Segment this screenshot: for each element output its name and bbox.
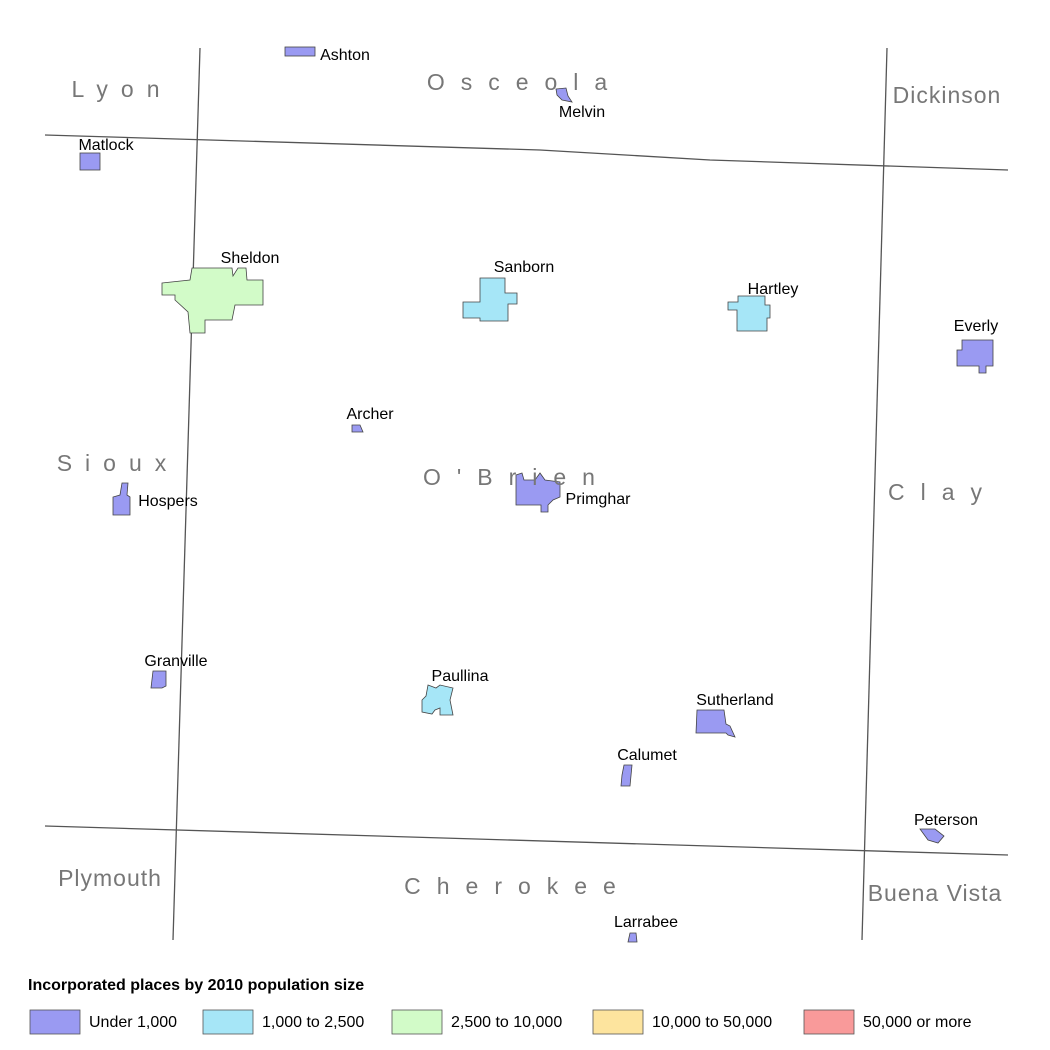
- county-label: Osceola: [427, 69, 623, 95]
- town-shape: [515, 472, 561, 513]
- border: [861, 47, 888, 941]
- border: [172, 47, 201, 941]
- town-shape: [555, 87, 573, 103]
- town-shape: [627, 932, 638, 943]
- place-label: Granville: [144, 653, 207, 670]
- county-label: Sioux: [57, 450, 180, 476]
- legend-label: Under 1,000: [89, 1014, 177, 1031]
- county-label: O'Brien: [423, 464, 611, 490]
- town-shape: [150, 670, 167, 689]
- county-label: Clay: [888, 479, 998, 505]
- county-label: Dickinson: [893, 82, 1002, 108]
- border: [44, 825, 1009, 856]
- town-shape: [919, 828, 945, 844]
- place-label: Calumet: [617, 747, 677, 764]
- town-shape: [284, 46, 316, 57]
- town-shape: [351, 424, 364, 433]
- legend-label: 50,000 or more: [863, 1014, 972, 1031]
- place-label: Everly: [954, 318, 998, 335]
- town-shape: [421, 684, 454, 716]
- place-label: Hospers: [138, 493, 198, 510]
- town-shape: [462, 277, 518, 322]
- town-shape: [79, 152, 101, 171]
- county-borders: [44, 47, 1009, 941]
- town-shape: [112, 482, 131, 516]
- place-label: Matlock: [78, 137, 134, 154]
- county-label: Cherokee: [404, 873, 632, 899]
- legend-label: 1,000 to 2,500: [262, 1014, 364, 1031]
- place-label: Ashton: [320, 47, 370, 64]
- place-label: Archer: [346, 406, 394, 423]
- place-label: Sutherland: [696, 692, 773, 709]
- legend-swatch: [202, 1009, 254, 1035]
- county-label: Lyon: [71, 76, 172, 102]
- place-label: Primghar: [566, 491, 632, 508]
- town-shape: [161, 267, 264, 334]
- legend-title: Incorporated places by 2010 population s…: [28, 977, 364, 994]
- legend-swatch: [391, 1009, 443, 1035]
- town-shape: [727, 295, 771, 332]
- place-label: Melvin: [559, 104, 605, 121]
- place-label: Hartley: [748, 281, 799, 298]
- legend-swatch: [803, 1009, 855, 1035]
- town-shape: [620, 764, 633, 787]
- border: [44, 134, 1009, 171]
- legend-label: 10,000 to 50,000: [652, 1014, 772, 1031]
- town-shape: [956, 339, 994, 374]
- county-label: Buena Vista: [868, 880, 1003, 906]
- place-label: Peterson: [914, 812, 978, 829]
- town-shape: [695, 709, 736, 738]
- place-label: Sanborn: [494, 259, 555, 276]
- legend-label: 2,500 to 10,000: [451, 1014, 562, 1031]
- legend-swatch: [29, 1009, 81, 1035]
- legend-swatch: [592, 1009, 644, 1035]
- place-label: Larrabee: [614, 914, 678, 931]
- town-shapes: [79, 46, 994, 943]
- place-label: Paullina: [432, 668, 489, 685]
- place-label: Sheldon: [221, 250, 280, 267]
- county-label: Plymouth: [58, 865, 162, 891]
